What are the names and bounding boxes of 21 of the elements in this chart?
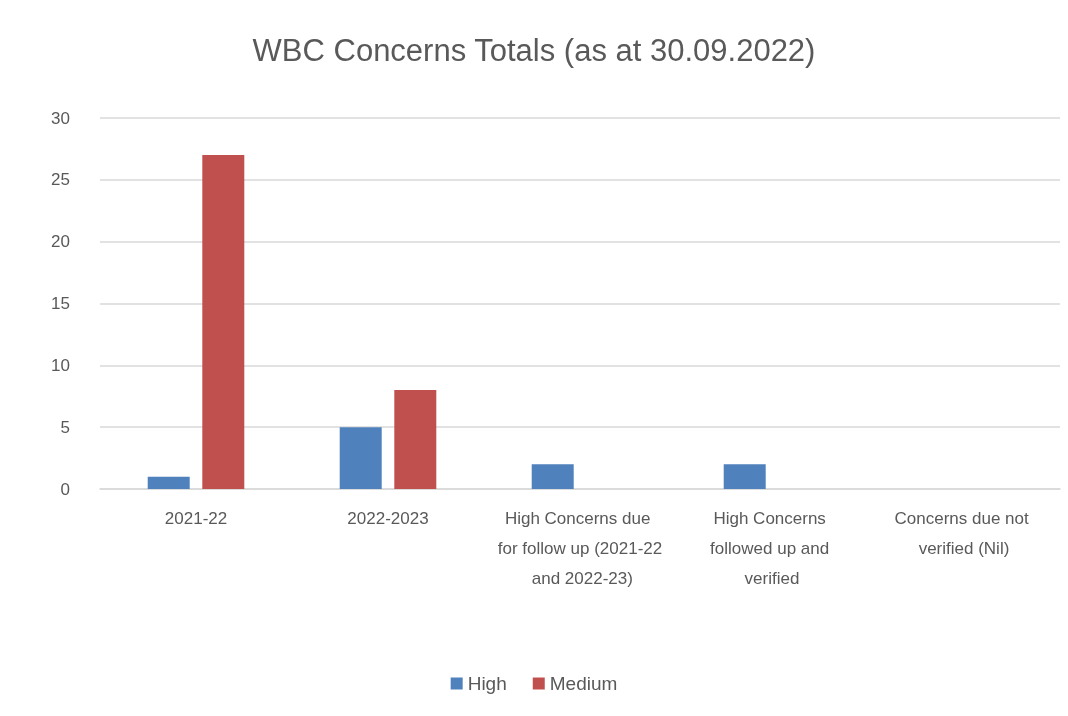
y-tick-label: 25 xyxy=(51,170,70,190)
bar xyxy=(723,464,766,489)
x-tick-label: Concerns due not verified (Nil) xyxy=(894,508,1034,558)
y-tick-label: 20 xyxy=(51,232,70,252)
legend-label: Medium xyxy=(549,673,618,694)
x-tick-label: 2022-2023 xyxy=(347,508,429,528)
x-tick-label: High Concerns followed up and verified xyxy=(710,508,834,588)
bar xyxy=(147,476,190,489)
y-tick-label: 10 xyxy=(51,355,70,375)
bar xyxy=(394,390,437,489)
y-tick-label: 5 xyxy=(60,417,70,437)
bar xyxy=(531,464,574,489)
legend-label: High xyxy=(467,673,507,694)
bar xyxy=(202,155,245,489)
x-tick-label: 2021-22 xyxy=(164,508,228,528)
bar xyxy=(339,427,382,489)
x-tick-label: High Concerns due for follow up (2021-22 and 2022-23) xyxy=(497,508,663,588)
y-tick-label: 15 xyxy=(51,294,70,313)
y-tick-label: 0 xyxy=(60,479,70,499)
y-tick-label: 30 xyxy=(51,108,70,128)
chart-title: WBC Concerns Totals (as at 30.09.2022) xyxy=(252,33,816,68)
